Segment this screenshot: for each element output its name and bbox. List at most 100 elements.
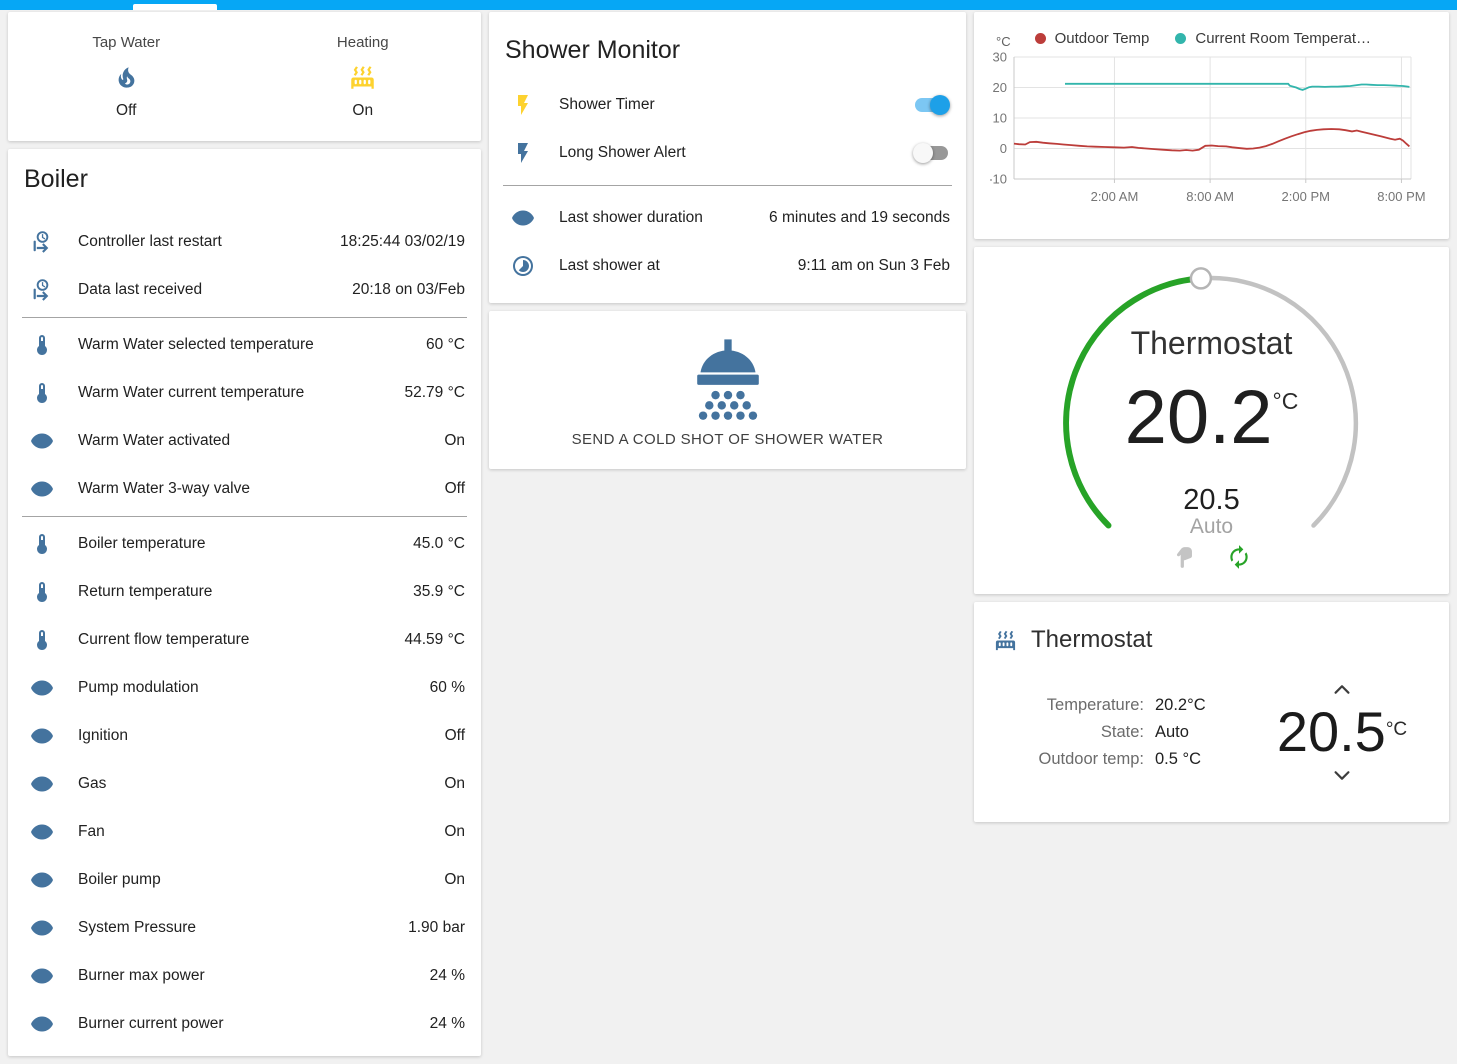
cold-shot-button-label: SEND A COLD SHOT OF SHOWER WATER xyxy=(571,430,884,448)
svg-text:2:00 AM: 2:00 AM xyxy=(1091,189,1139,204)
svg-text:-10: -10 xyxy=(990,172,1007,187)
attribute-outdoor-temp: Outdoor temp: 0.5 °C xyxy=(1038,749,1202,768)
divider xyxy=(22,516,467,517)
attribute-state: State: Auto xyxy=(1100,722,1189,741)
row-ignition[interactable]: Ignition Off xyxy=(8,712,481,760)
row-last-shower-at[interactable]: Last shower at 9:11 am on Sun 3 Feb xyxy=(489,242,966,290)
row-shower-timer[interactable]: Shower Timer xyxy=(489,81,966,129)
dashboard: Tap Water Off Heating On Boiler Controll… xyxy=(0,10,1457,1064)
auto-mode-autorenew-icon[interactable] xyxy=(1226,544,1252,570)
card-title: Boiler xyxy=(24,165,88,193)
svg-text:10: 10 xyxy=(993,111,1007,126)
flash-icon xyxy=(511,93,535,117)
row-system-pressure[interactable]: System Pressure 1.90 bar xyxy=(8,904,481,952)
decrease-temperature-chevron-down-icon[interactable] xyxy=(1325,764,1359,786)
row-boiler-temperature[interactable]: Boiler temperature 45.0 °C xyxy=(8,520,481,568)
thermostat-card-title: Thermostat xyxy=(1031,626,1153,653)
legend-item-room-temp: Current Room Temperat… xyxy=(1175,30,1371,47)
svg-text:2:00 PM: 2:00 PM xyxy=(1282,189,1330,204)
dial-current-temperature: 20.2 °C xyxy=(1124,375,1299,460)
glance-card: Tap Water Off Heating On xyxy=(8,12,481,141)
thermostat-card-header: Thermostat xyxy=(994,626,1449,654)
chart-y-axis-unit: °C xyxy=(996,34,1011,49)
target-temperature: 20.5 °C xyxy=(1276,700,1408,763)
eye-icon xyxy=(30,1012,54,1036)
thermostat-dial-card: Thermostat 20.2 °C 20.5 Auto xyxy=(974,247,1449,594)
legend-dot xyxy=(1034,33,1046,44)
glance-state: Off xyxy=(116,101,137,119)
row-data-last-received[interactable]: Data last received 20:18 on 03/Feb xyxy=(8,266,481,314)
row-gas[interactable]: Gas On xyxy=(8,760,481,808)
dial-arc-remaining xyxy=(1198,275,1359,528)
fire-icon xyxy=(113,64,140,91)
row-warm-water-current-temperature[interactable]: Warm Water current temperature 52.79 °C xyxy=(8,369,481,417)
row-pump-modulation[interactable]: Pump modulation 60 % xyxy=(8,664,481,712)
svg-text:0: 0 xyxy=(1000,141,1007,156)
thermometer-icon xyxy=(30,333,54,357)
thermometer-icon xyxy=(30,628,54,652)
shower-head-icon xyxy=(684,333,772,425)
card-title: Shower Monitor xyxy=(505,36,681,64)
row-burner-max-power[interactable]: Burner max power 24 % xyxy=(8,952,481,1000)
app-header xyxy=(0,0,1457,10)
temperature-history-chart: 30 20 10 0 -10 2:00 AM 8:00 AM 2:00 PM 8:00 PM xyxy=(990,51,1426,204)
cold-shot-button[interactable]: SEND A COLD SHOT OF SHOWER WATER xyxy=(489,311,966,469)
svg-text:8:00 PM: 8:00 PM xyxy=(1377,189,1425,204)
thermometer-icon xyxy=(30,580,54,604)
glance-label: Heating xyxy=(336,33,389,51)
shower-timer-toggle[interactable] xyxy=(913,95,950,115)
divider xyxy=(503,185,952,186)
glance-item-tap-water[interactable]: Tap Water Off xyxy=(8,34,245,120)
thermostat-card-body: Temperature: 20.2°C State: Auto Outdoor … xyxy=(974,678,1449,786)
radiator-icon xyxy=(349,64,376,91)
long-shower-alert-toggle[interactable] xyxy=(913,143,950,163)
svg-text:30: 30 xyxy=(993,51,1007,65)
row-current-flow-temperature[interactable]: Current flow temperature 44.59 °C xyxy=(8,616,481,664)
dial-actions xyxy=(974,544,1449,570)
active-tab-indicator[interactable] xyxy=(133,4,217,10)
row-fan[interactable]: Fan On xyxy=(8,808,481,856)
eye-icon xyxy=(30,772,54,796)
svg-text:20: 20 xyxy=(993,80,1007,95)
eye-icon xyxy=(511,206,535,230)
row-warm-water-activated[interactable]: Warm Water activated On xyxy=(8,417,481,465)
eye-icon xyxy=(30,916,54,940)
shower-monitor-card: Shower Monitor Shower Timer Long Shower … xyxy=(489,12,966,303)
divider xyxy=(22,317,467,318)
glance-label: Tap Water xyxy=(92,33,161,51)
flash-icon xyxy=(511,141,535,165)
thermostat-attributes: Temperature: 20.2°C State: Auto Outdoor … xyxy=(994,692,1247,773)
row-burner-current-power[interactable]: Burner current power 24 % xyxy=(8,1000,481,1048)
legend-item-outdoor-temp: Outdoor Temp xyxy=(1034,30,1149,47)
eye-icon xyxy=(30,868,54,892)
boiler-card: Boiler Controller last restart 18:25:44 … xyxy=(8,149,481,1056)
eye-icon xyxy=(30,724,54,748)
target-temperature-control: 20.5 °C xyxy=(1247,678,1437,786)
row-warm-water-3-way-valve[interactable]: Warm Water 3-way valve Off xyxy=(8,465,481,513)
dial-handle[interactable] xyxy=(1189,267,1213,290)
clock-start-icon xyxy=(30,230,54,254)
manual-mode-hand-icon[interactable] xyxy=(1172,544,1198,570)
row-long-shower-alert[interactable]: Long Shower Alert xyxy=(489,129,966,177)
row-return-temperature[interactable]: Return temperature 35.9 °C xyxy=(8,568,481,616)
row-last-shower-duration[interactable]: Last shower duration 6 minutes and 19 se… xyxy=(489,194,966,242)
clock-start-icon xyxy=(30,278,54,302)
row-warm-water-selected-temperature[interactable]: Warm Water selected temperature 60 °C xyxy=(8,321,481,369)
timelapse-icon xyxy=(511,254,535,278)
legend-dot xyxy=(1175,33,1187,44)
row-boiler-pump[interactable]: Boiler pump On xyxy=(8,856,481,904)
dial-arc-active xyxy=(1063,275,1204,529)
chart-legend: °C Outdoor Temp Current Room Temperat… xyxy=(974,12,1449,49)
glance-state: On xyxy=(352,101,374,119)
thermostat-card: Thermostat Temperature: 20.2°C State: Au… xyxy=(974,602,1449,822)
eye-icon xyxy=(30,964,54,988)
dial-target-temperature: 20.5 xyxy=(1183,484,1240,516)
increase-temperature-chevron-up-icon[interactable] xyxy=(1325,678,1359,700)
glance-item-heating[interactable]: Heating On xyxy=(245,34,482,120)
row-controller-last-restart[interactable]: Controller last restart 18:25:44 03/02/1… xyxy=(8,218,481,266)
eye-icon xyxy=(30,676,54,700)
eye-icon xyxy=(30,429,54,453)
thermometer-icon xyxy=(30,532,54,556)
attribute-temperature: Temperature: 20.2°C xyxy=(1046,695,1206,714)
radiator-icon xyxy=(994,629,1017,652)
